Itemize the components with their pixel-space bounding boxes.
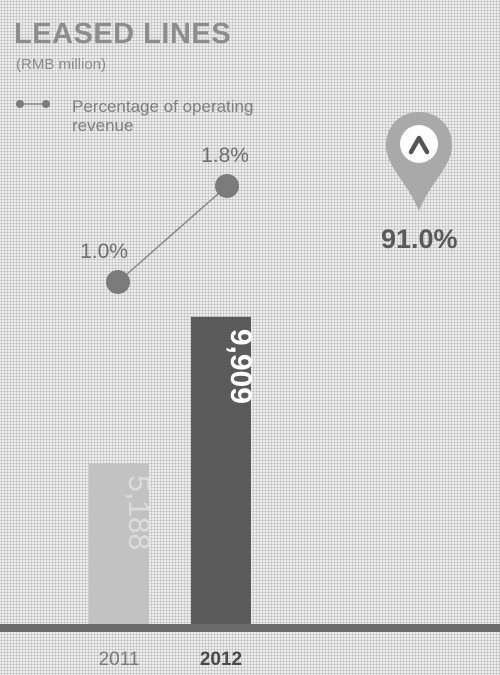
percentage-point <box>215 174 239 198</box>
percentage-point <box>106 270 130 294</box>
bar-2011 <box>89 463 149 624</box>
chart-title: LEASED LINES <box>14 18 232 50</box>
growth-value: 91.0% <box>381 224 458 254</box>
percentage-label: 1.8% <box>201 144 249 167</box>
caret-up-icon <box>408 135 430 155</box>
chart-subtitle: (RMB million) <box>16 56 106 73</box>
growth-pin-icon <box>386 112 452 211</box>
legend-label: Percentage of operating revenue <box>72 97 254 135</box>
legend-marker-start <box>16 100 24 108</box>
bar-value-label: 5,188 <box>122 475 155 550</box>
bar-value-label: 9,909 <box>224 329 257 404</box>
percentage-line <box>117 185 228 283</box>
x-tick-label: 2011 <box>99 649 140 670</box>
percentage-label: 1.0% <box>80 240 128 263</box>
bar-2012 <box>191 316 251 624</box>
legend-marker-end <box>42 100 50 108</box>
x-tick-label: 2012 <box>200 649 242 670</box>
